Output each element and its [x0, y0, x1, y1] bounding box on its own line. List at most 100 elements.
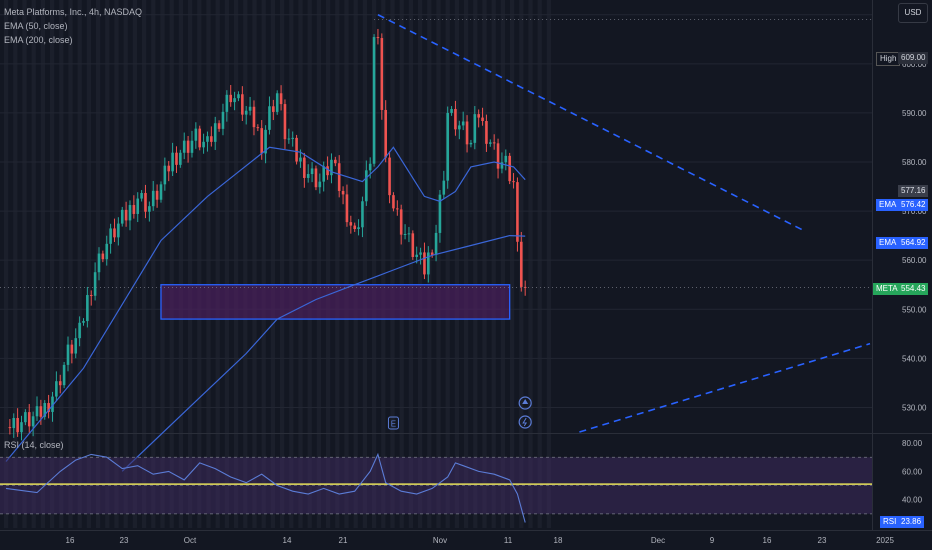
session-stripe: [454, 0, 459, 528]
candle-body: [217, 123, 221, 129]
candle-body: [396, 208, 399, 210]
high-label: High: [876, 52, 901, 66]
candle-body: [51, 396, 54, 412]
session-stripe: [270, 0, 275, 528]
time-axis: 16 23 Oct 14 21 Nov 11 18 Dec 9 16 23 2025: [66, 536, 895, 545]
candle-body: [508, 155, 511, 182]
candle-body: [384, 109, 387, 158]
rsi-legend[interactable]: RSI (14, close): [4, 440, 64, 450]
price-axis: 610.00600.00590.00580.00570.00560.00550.…: [902, 11, 927, 413]
ema200-line: [121, 234, 526, 472]
ema50-legend[interactable]: EMA (50, close): [4, 21, 68, 31]
candle-body: [35, 406, 39, 417]
session-stripe: [344, 0, 349, 528]
session-stripe: [482, 0, 487, 528]
price-tick-label: 530.00: [902, 403, 927, 412]
split-icon: [518, 415, 532, 429]
session-stripe: [464, 0, 469, 528]
candle-body: [198, 128, 202, 148]
session-stripe: [197, 0, 202, 528]
candle-body: [167, 165, 171, 172]
session-stripe: [261, 0, 266, 528]
candle-body: [186, 140, 190, 153]
candle-body: [179, 152, 182, 165]
candle-body: [334, 159, 337, 164]
rsi-pane: 80.00 60.00 40.00: [0, 439, 923, 523]
dividend-up-icon-arrow: [522, 399, 529, 404]
candle-body: [206, 136, 209, 142]
candle-body: [12, 418, 16, 429]
session-stripe: [280, 0, 285, 528]
candle-body: [89, 295, 93, 297]
candle-body: [264, 129, 267, 154]
candle-body: [31, 416, 35, 427]
session-stripe: [169, 0, 174, 528]
session-stripe: [436, 0, 441, 528]
candle-body: [291, 137, 295, 139]
candle-body: [47, 403, 50, 412]
candle-body: [132, 205, 136, 214]
price-tick-label: 560.00: [902, 256, 927, 265]
ema50-axis-label: EMA: [876, 199, 900, 211]
candle-body: [353, 225, 356, 230]
candle-body: [520, 241, 523, 287]
ema200-axis-value: 564.92: [898, 237, 929, 249]
candle-body: [403, 234, 407, 235]
candle-body: [93, 272, 97, 296]
session-stripe: [50, 0, 55, 528]
candle-body: [450, 108, 453, 113]
price-tick-label: 570.00: [902, 207, 927, 216]
ema50-axis-value: 576.42: [898, 199, 929, 211]
session-stripe: [215, 0, 220, 528]
candle-body: [303, 157, 306, 178]
candles: [8, 28, 527, 441]
support-trendline: [579, 342, 871, 433]
candle-body: [213, 123, 217, 142]
candle-body: [252, 106, 256, 128]
session-stripe: [22, 0, 27, 528]
currency-button[interactable]: USD: [898, 3, 928, 23]
support-zone: [160, 284, 511, 320]
split-icon-bolt: [522, 417, 528, 427]
candle-body: [419, 252, 422, 255]
candle-body: [496, 143, 500, 169]
candle-body: [155, 190, 159, 200]
candle-body: [109, 228, 112, 244]
session-stripe: [546, 0, 551, 528]
rsi-tick-label: 80.00: [902, 439, 923, 448]
session-stripe: [491, 0, 496, 528]
candle-body: [461, 121, 465, 126]
candle-body: [144, 193, 147, 212]
session-stripe: [86, 0, 91, 528]
candle-body: [39, 406, 43, 417]
candle-body: [492, 142, 496, 144]
session-stripe: [13, 0, 18, 528]
session-stripe: [188, 0, 193, 528]
candle-body: [70, 344, 74, 354]
candle-body: [210, 136, 213, 142]
time-tick-label: 18: [554, 536, 563, 545]
candle-body: [58, 381, 62, 386]
candle-body: [299, 157, 302, 162]
session-stripe: [123, 0, 128, 528]
candle-body: [489, 142, 492, 144]
candle-body: [272, 106, 275, 112]
session-stripes: [4, 0, 551, 528]
candle-body: [287, 138, 291, 140]
dividend-up-icon: [518, 396, 532, 410]
session-stripe: [298, 0, 303, 528]
candle-body: [465, 121, 469, 145]
candle-body: [148, 206, 151, 212]
candle-body: [477, 114, 480, 118]
candle-body: [523, 286, 527, 288]
candle-body: [469, 142, 473, 145]
candle-body: [438, 194, 442, 233]
candle-body: [345, 194, 349, 223]
ema200-legend[interactable]: EMA (200, close): [4, 35, 73, 45]
candle-body: [485, 121, 488, 144]
candle-body: [330, 159, 333, 176]
session-stripe: [528, 0, 533, 528]
session-stripe: [289, 0, 294, 528]
candle-body: [427, 252, 430, 275]
